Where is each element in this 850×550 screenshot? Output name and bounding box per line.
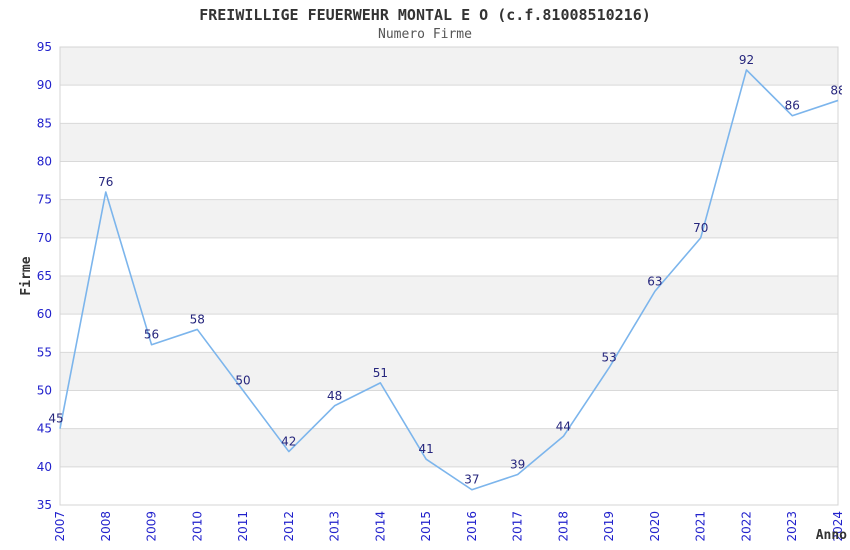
y-tick-label: 70 [37,231,52,245]
series-line [59,69,839,491]
x-tick-label: 2007 [53,511,67,542]
y-tick-label: 80 [37,155,52,169]
x-tick-label: 2017 [511,511,525,542]
data-point-label: 92 [739,53,754,67]
y-tick-label: 75 [37,193,52,207]
data-labels-group: 45 76 56 58 50 42 48 51 41 37 39 44 53 63 70 92 86 88 [48,53,845,487]
y-tick-label: 50 [37,384,52,398]
data-point-label: 42 [281,435,296,449]
y-tick-label: 45 [37,422,52,436]
data-point-label: 50 [235,374,250,388]
x-tick-label: 2020 [648,511,662,542]
data-point-label: 63 [647,274,662,288]
x-tick-label: 2023 [785,511,799,542]
y-tick-label: 95 [37,40,52,54]
x-tick-label: 2011 [236,511,250,542]
x-tick-label: 2012 [282,511,296,542]
x-tick-label: 2018 [556,511,570,542]
x-tick-label: 2015 [419,511,433,542]
data-point-label: 48 [327,389,342,403]
data-point-label: 37 [464,473,479,487]
plot-band [60,123,838,162]
y-tick-label: 55 [37,345,52,359]
plot-band [60,276,838,315]
x-tick-label: 2013 [328,511,342,542]
plot-band [60,352,838,391]
data-point-label: 76 [98,175,113,189]
y-axis-title: Firme [19,256,34,295]
data-point-label: 45 [48,412,63,426]
plot-border [59,46,839,506]
plot-band [60,428,838,467]
x-tick-label: 2021 [694,511,708,542]
plot-band [60,47,838,86]
data-point-label: 70 [693,221,708,235]
y-tick-label: 35 [37,498,52,512]
data-point-label: 39 [510,457,525,471]
y-tick-label: 85 [37,116,52,130]
data-point-label: 41 [418,442,433,456]
y-tick-label: 60 [37,307,52,321]
x-tick-label: 2014 [373,511,387,542]
x-tick-label: 2016 [465,511,479,542]
data-point-label: 88 [830,83,845,97]
y-tick-label: 90 [37,78,52,92]
x-tick-label: 2024 [831,511,845,542]
data-point-label: 86 [785,99,800,113]
y-tick-label: 65 [37,269,52,283]
data-point-label: 56 [144,328,159,342]
chart-subtitle: Numero Firme [378,27,472,42]
x-tick-label: 2008 [99,511,113,542]
data-point-label: 53 [602,351,617,365]
x-tick-label: 2019 [602,511,616,542]
y-tick-label: 40 [37,460,52,474]
x-axis-title: Anno [816,528,847,543]
x-tick-label: 2022 [739,511,753,542]
data-point-label: 58 [190,312,205,326]
data-point-label: 44 [556,419,571,433]
plot-band [60,199,838,238]
data-point-label: 51 [373,366,388,380]
x-tick-label: 2010 [190,511,204,542]
x-tick-label: 2009 [145,511,159,542]
chart-title: FREIWILLIGE FEUERWEHR MONTAL E O (c.f.81… [199,6,651,24]
